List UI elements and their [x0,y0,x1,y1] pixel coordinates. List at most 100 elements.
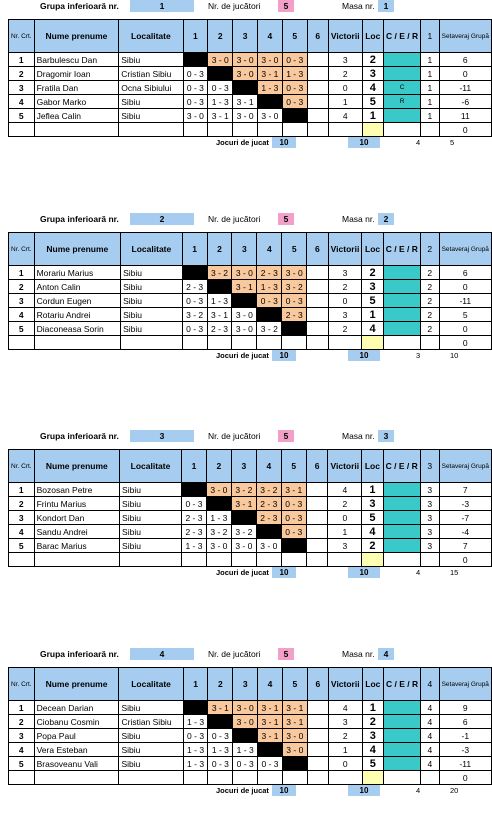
player-name[interactable]: Decean Darian [33,700,120,715]
score-cell[interactable]: 3 - 0 [232,714,259,729]
score-cell[interactable]: 3 - 0 [232,700,259,715]
score-cell[interactable]: 3 - 1 [257,714,283,729]
score-cell[interactable]: 3 - 1 [256,66,283,81]
player-name[interactable] [33,552,121,567]
player-locality[interactable]: Sibiu [118,756,184,771]
score-cell[interactable]: 1 - 3 [207,94,234,109]
player-name[interactable] [33,122,120,137]
score-cell[interactable] [281,122,308,137]
player-name[interactable]: Dragomir Ioan [33,66,120,81]
player-name[interactable]: Kondort Dan [33,510,121,525]
score-cell[interactable]: 1 - 3 [281,66,308,81]
player-name[interactable]: Frintu Marius [33,496,121,511]
score-cell[interactable] [306,756,329,771]
cer-cell[interactable] [383,742,422,757]
player-name[interactable]: Barbulescu Dan [33,52,120,67]
score-cell[interactable] [182,122,209,137]
player-name[interactable]: Sandu Andrei [33,524,121,539]
score-cell[interactable] [306,279,329,294]
cer-cell[interactable] [382,335,421,350]
score-cell[interactable] [306,66,329,81]
player-name[interactable]: Rotariu Andrei [33,307,122,322]
player-name[interactable]: Brasoveanu Vali [33,756,120,771]
score-cell[interactable]: 3 - 1 [231,279,258,294]
player-locality[interactable]: Sibiu [120,307,183,322]
cer-cell[interactable] [382,307,421,322]
score-cell[interactable]: 0 - 3 [281,293,308,308]
score-cell[interactable]: 2 - 3 [181,279,208,294]
score-cell[interactable] [306,770,329,785]
player-locality[interactable]: Sibiu [120,279,183,294]
score-cell[interactable]: 3 - 0 [205,482,232,497]
score-cell[interactable]: 3 - 2 [230,524,257,539]
score-cell[interactable]: 1 - 3 [206,293,233,308]
score-cell[interactable]: 3 - 0 [256,108,283,123]
score-cell[interactable]: 3 - 0 [231,265,258,280]
score-cell[interactable]: 0 - 3 [232,756,259,771]
player-name[interactable]: Ciobanu Cosmin [33,714,120,729]
score-cell[interactable] [182,770,209,785]
score-cell[interactable]: 0 - 3 [182,66,209,81]
score-cell[interactable]: 3 - 0 [231,321,258,336]
cer-cell[interactable] [383,52,422,67]
player-locality[interactable]: Sibiu [119,510,182,525]
score-cell[interactable]: 3 - 0 [281,742,308,757]
score-cell[interactable] [305,552,329,567]
score-cell[interactable]: 0 - 3 [180,496,207,511]
player-locality[interactable]: Sibiu [118,728,184,743]
score-cell[interactable]: 3 - 1 [257,728,283,743]
player-locality[interactable]: Sibiu [118,108,184,123]
player-name[interactable]: Morariu Marius [33,265,122,280]
player-name[interactable]: Vera Esteban [33,742,120,757]
score-cell[interactable] [305,524,329,539]
score-cell[interactable]: 0 - 3 [257,756,283,771]
score-cell[interactable] [232,770,259,785]
cer-cell[interactable] [382,321,421,336]
score-cell[interactable]: 0 - 3 [182,94,209,109]
score-cell[interactable] [306,714,329,729]
player-locality[interactable]: Sibiu [120,293,183,308]
player-locality[interactable]: Sibiu [120,265,183,280]
score-cell[interactable]: 3 - 2 [230,482,257,497]
score-cell[interactable]: 1 - 3 [232,742,259,757]
score-cell[interactable]: 3 - 0 [231,307,258,322]
score-cell[interactable] [256,122,283,137]
score-cell[interactable] [281,335,308,350]
player-locality[interactable]: Sibiu [119,538,182,553]
score-cell[interactable]: 3 - 2 [206,265,233,280]
player-name[interactable]: Gabor Marko [33,94,120,109]
score-cell[interactable] [181,335,208,350]
score-cell[interactable] [257,770,283,785]
score-cell[interactable]: 1 - 3 [182,756,209,771]
score-cell[interactable] [205,552,232,567]
cer-cell[interactable] [383,66,422,81]
player-name[interactable]: Anton Calin [33,279,122,294]
score-cell[interactable] [306,700,329,715]
score-cell[interactable]: 3 - 1 [207,108,234,123]
score-cell[interactable]: 3 - 0 [182,108,209,123]
player-locality[interactable]: Sibiu [118,742,184,757]
player-name[interactable]: Fratila Dan [33,80,120,95]
player-name[interactable] [33,335,122,350]
score-cell[interactable]: 0 - 3 [281,80,308,95]
score-cell[interactable]: 1 - 3 [182,714,209,729]
score-cell[interactable]: 3 - 1 [232,94,258,109]
score-cell[interactable] [230,552,257,567]
player-name[interactable]: Jeflea Calin [33,108,120,123]
score-cell[interactable]: 0 - 3 [181,293,208,308]
score-cell[interactable]: 0 - 3 [281,94,308,109]
cer-cell[interactable] [382,510,421,525]
score-cell[interactable] [306,108,329,123]
cer-cell[interactable] [382,524,421,539]
score-cell[interactable]: 3 - 2 [205,524,232,539]
score-cell[interactable]: 0 - 3 [280,496,307,511]
score-cell[interactable]: 0 - 3 [280,524,307,539]
score-cell[interactable] [306,742,329,757]
score-cell[interactable] [306,321,329,336]
score-cell[interactable]: 3 - 0 [281,265,308,280]
score-cell[interactable] [305,482,329,497]
score-cell[interactable]: 2 - 3 [255,510,282,525]
player-locality[interactable] [118,122,184,137]
score-cell[interactable]: 3 - 2 [281,279,308,294]
score-cell[interactable] [306,293,329,308]
